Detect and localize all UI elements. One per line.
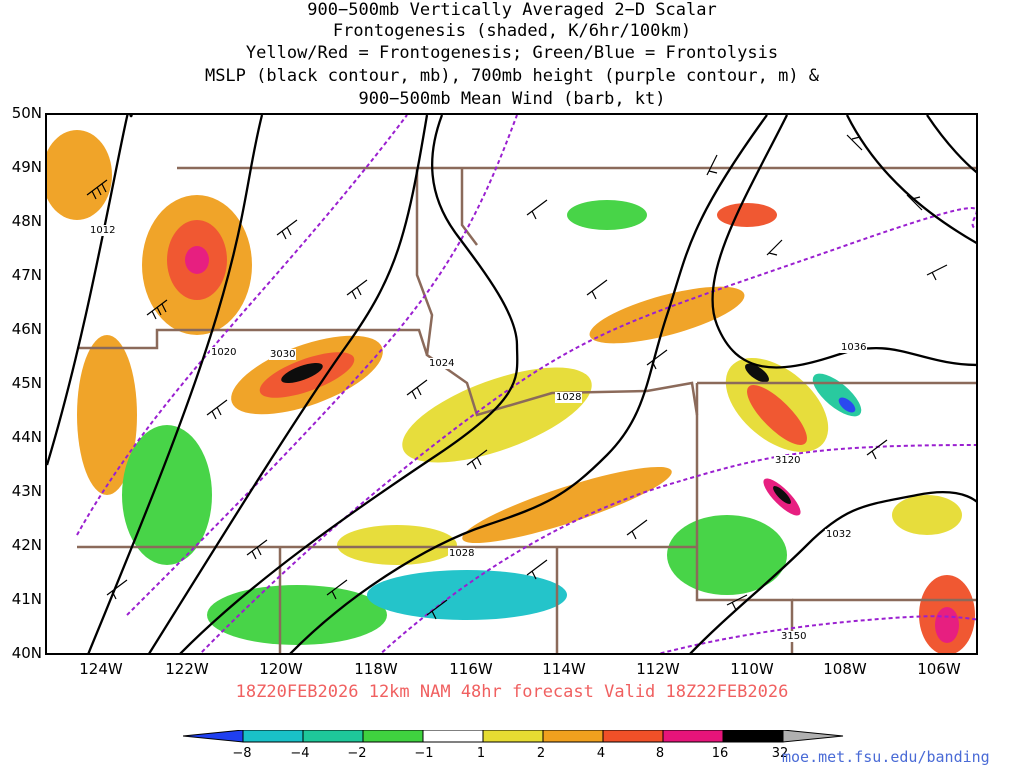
contour-label: 1028	[448, 548, 476, 559]
colorbar-segment	[362, 730, 424, 743]
contour-label: 3150	[780, 631, 808, 642]
lat-label: 47N	[11, 266, 42, 284]
title-line-5: 900−500mb Mean Wind (barb, kt)	[358, 89, 666, 109]
lon-label: 112W	[636, 660, 680, 678]
mslp-contours	[47, 115, 976, 653]
title-line-2: Frontogenesis (shaded, K/6hr/100km)	[332, 21, 692, 41]
title-line-1: 900−500mb Vertically Averaged 2−D Scalar	[307, 0, 717, 20]
colorbar-segment	[422, 730, 484, 743]
colorbar-label: 4	[596, 746, 606, 761]
valid-time-line: 18Z20FEB2026 12km NAM 48hr forecast Vali…	[235, 682, 789, 702]
colorbar-label: −4	[290, 746, 310, 761]
colorbar-label: −8	[232, 746, 252, 761]
lon-label: 120W	[259, 660, 303, 678]
contour-label: 1020	[210, 347, 238, 358]
lon-label: 122W	[165, 660, 209, 678]
lat-label: 45N	[11, 374, 42, 392]
lat-label: 42N	[11, 536, 42, 554]
lat-label: 48N	[11, 212, 42, 230]
frontogenesis-shading	[47, 130, 975, 653]
lon-label: 114W	[542, 660, 586, 678]
contour-label: 1012	[89, 225, 117, 236]
map-graphic	[47, 115, 976, 653]
lon-label: 108W	[823, 660, 867, 678]
contour-label: 3120	[774, 455, 802, 466]
contour-label: 1024	[428, 358, 456, 369]
political-borders	[77, 166, 976, 653]
contour-label: 1032	[825, 529, 853, 540]
colorbar-arrow-high	[782, 730, 844, 743]
lat-label: 49N	[11, 158, 42, 176]
colorbar-label: −1	[414, 746, 434, 761]
lat-label: 46N	[11, 320, 42, 338]
lon-label: 110W	[730, 660, 774, 678]
contour-label: 1028	[555, 392, 583, 403]
title-line-3: Yellow/Red = Frontogenesis; Green/Blue =…	[245, 43, 779, 63]
colorbar-label: 2	[536, 746, 546, 761]
lat-label: 43N	[11, 482, 42, 500]
lon-label: 124W	[79, 660, 123, 678]
wind-barbs	[86, 134, 948, 620]
colorbar-label: 1	[476, 746, 486, 761]
colorbar-arrow-low	[183, 730, 244, 743]
colorbar-label: 8	[655, 746, 665, 761]
lon-label: 106W	[917, 660, 961, 678]
colorbar-segment	[602, 730, 664, 743]
colorbar-segment	[302, 730, 364, 743]
lat-label: 40N	[11, 644, 42, 662]
lat-label: 44N	[11, 428, 42, 446]
title-line-4: MSLP (black contour, mb), 700mb height (…	[204, 66, 820, 86]
contour-label: 1036	[840, 342, 868, 353]
colorbar-label: 32	[771, 746, 789, 761]
colorbar-label: 16	[711, 746, 729, 761]
contour-label: 3030	[269, 349, 297, 360]
lon-label: 116W	[449, 660, 493, 678]
map-panel: 1012 1020 3030 1024 1028 1036 3120 1032 …	[45, 113, 978, 655]
colorbar-segment	[662, 730, 724, 743]
colorbar-label: −2	[347, 746, 367, 761]
colorbar	[183, 730, 844, 743]
lon-label: 118W	[354, 660, 398, 678]
colorbar-segment	[482, 730, 544, 743]
lat-label: 41N	[11, 590, 42, 608]
colorbar-segment	[722, 730, 784, 743]
lat-label: 50N	[11, 104, 42, 122]
colorbar-segment	[542, 730, 604, 743]
colorbar-segment	[242, 730, 304, 743]
height-contours	[76, 115, 976, 653]
credit-link[interactable]: moe.met.fsu.edu/banding	[782, 748, 990, 766]
